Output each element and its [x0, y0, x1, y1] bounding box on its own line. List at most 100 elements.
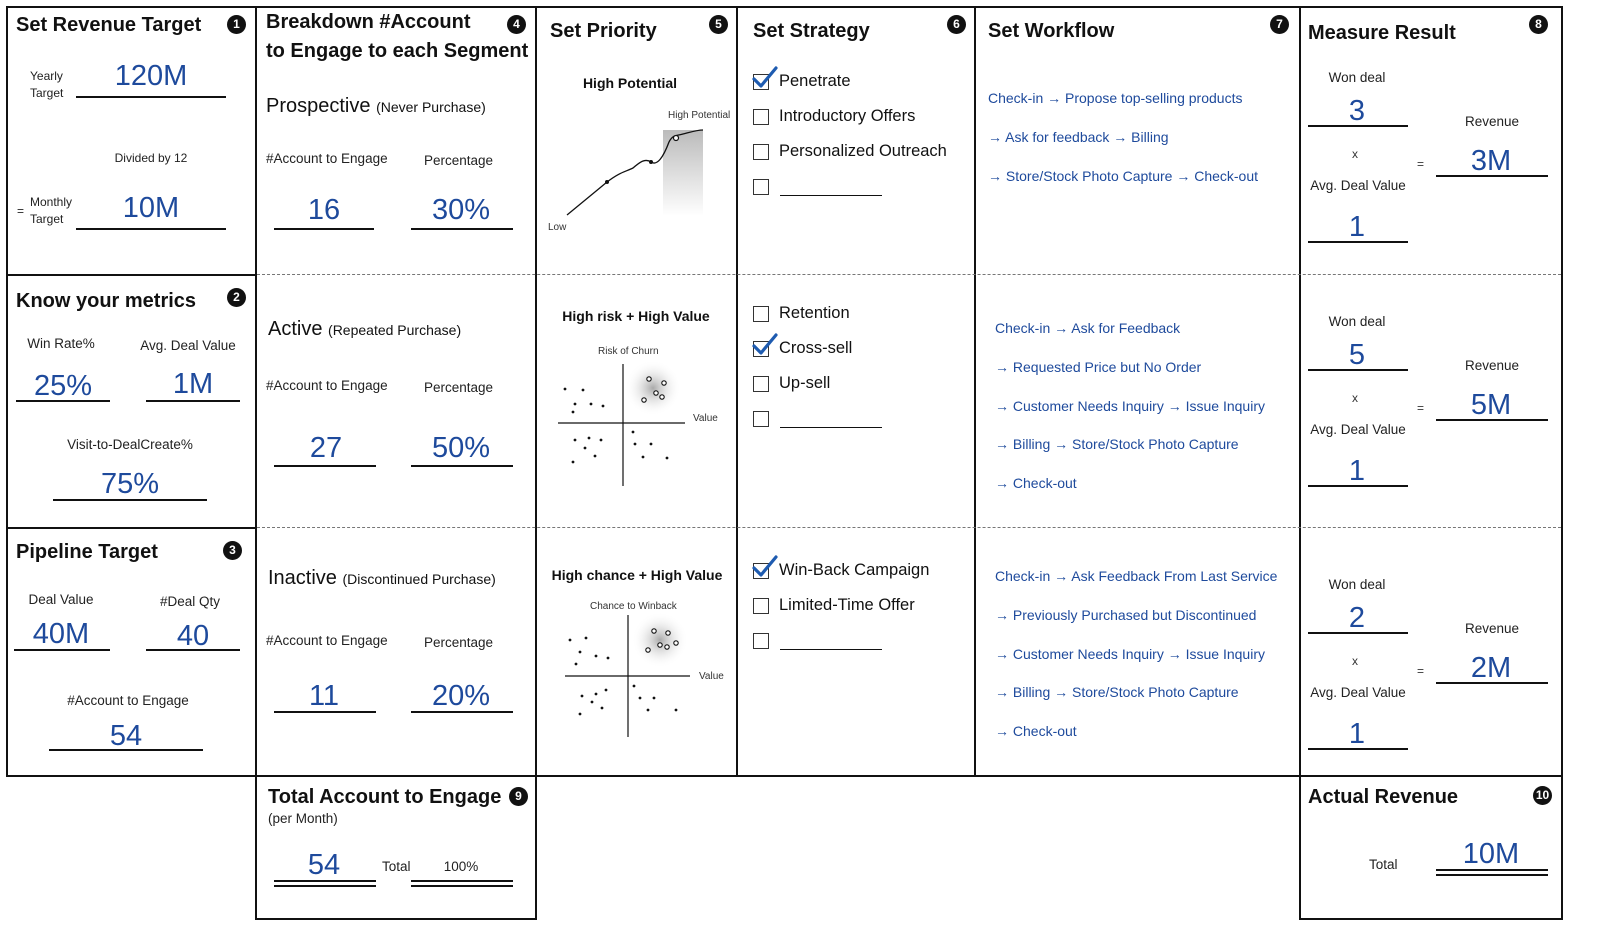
step-number-badge: 10	[1533, 786, 1552, 805]
won-deal-value: 5	[1348, 339, 1366, 371]
value-axis-label: Value	[699, 671, 724, 682]
deal-qty-label: #Deal Qty	[159, 594, 221, 609]
per-month-label: (per Month)	[268, 811, 338, 826]
inactive-accounts-value: 11	[308, 680, 340, 712]
won-deal-underline	[1308, 125, 1408, 127]
revenue-underline	[1436, 175, 1548, 177]
workflow-step: → Billing → Store/Stock Photo Capture	[995, 436, 1239, 453]
strategy-checkbox[interactable]	[753, 563, 769, 579]
strategy-checkbox[interactable]	[753, 376, 769, 392]
workflow-step: → Store/Stock Photo Capture → Check-out	[988, 168, 1259, 184]
high-potential-peak-label: High Potential	[668, 110, 731, 121]
revenue-target-title: Set Revenue Target	[16, 14, 202, 36]
step-number-badge: 1	[227, 15, 246, 34]
strategy-option-label: Up-sell	[779, 374, 831, 392]
checkmark-icon	[752, 555, 778, 577]
won-deal-value: 2	[1348, 602, 1366, 634]
avg-deal-underline	[1308, 485, 1408, 487]
total-account-title: Total Account to Engage	[268, 786, 502, 808]
actual-revenue-value: 10M	[1462, 838, 1520, 870]
times-sign: x	[1352, 147, 1358, 161]
step-number-badge: 7	[1270, 15, 1289, 34]
strategy-checkbox[interactable]	[753, 74, 769, 90]
segment-inactive-name: Inactive (Discontinued Purchase)	[268, 567, 496, 589]
deal-qty-value: 40	[176, 620, 210, 652]
strategy-blank-field[interactable]	[780, 195, 882, 196]
strategy-checkbox[interactable]	[753, 144, 769, 160]
checkmark-icon	[752, 333, 778, 355]
winback-quadrant-chart	[565, 612, 690, 737]
monthly-target-value: 10M	[122, 192, 180, 224]
strategy-blank-field[interactable]	[780, 427, 882, 428]
visit-to-deal-value: 75%	[100, 468, 160, 500]
actual-revenue-title: Actual Revenue	[1308, 786, 1459, 808]
monthly-target-label: Target	[30, 212, 64, 226]
equals-sign: =	[1417, 664, 1425, 678]
prospective-accounts-value: 16	[307, 194, 341, 226]
avg-deal-underline	[1308, 241, 1408, 243]
low-label: Low	[548, 222, 567, 233]
won-deal-label: Won deal	[1328, 577, 1386, 592]
strategy-checkbox[interactable]	[753, 179, 769, 195]
won-deal-label: Won deal	[1328, 314, 1386, 329]
won-deal-underline	[1308, 632, 1408, 634]
breakdown-title-line-2: to Engage to each Segment	[266, 40, 529, 62]
strategy-option-label: Penetrate	[779, 72, 851, 90]
high-chance-chart-title: High chance + High Value	[551, 567, 723, 583]
yearly-label: Yearly	[30, 69, 63, 83]
strategy-option-label: Limited-Time Offer	[779, 596, 915, 614]
strategy-checkbox[interactable]	[753, 341, 769, 357]
step-number-badge: 5	[709, 15, 728, 34]
won-deal-label: Won deal	[1328, 70, 1386, 85]
strategy-checkbox[interactable]	[753, 306, 769, 322]
equals-sign: =	[17, 204, 25, 218]
workflow-step: → Check-out	[995, 475, 1077, 492]
workflow-step: Check-in → Ask for Feedback	[995, 320, 1181, 336]
percentage-label: Percentage	[424, 153, 494, 168]
avg-deal-value: 1	[1348, 718, 1366, 750]
account-to-engage-label: #Account to Engage	[266, 378, 388, 393]
times-sign: x	[1352, 654, 1358, 668]
checkmark-icon	[752, 66, 778, 88]
revenue-label: Revenue	[1464, 358, 1520, 373]
high-potential-chart-title: High Potential	[582, 75, 678, 91]
avg-deal-value: 1M	[172, 368, 214, 400]
strategy-checkbox[interactable]	[753, 598, 769, 614]
equals-sign: =	[1417, 157, 1425, 171]
won-deal-value: 3	[1348, 95, 1366, 127]
strategy-checkbox[interactable]	[753, 109, 769, 125]
measure-title: Measure Result	[1308, 22, 1456, 44]
avg-deal-value: 1	[1348, 455, 1366, 487]
yearly-target-label: Target	[30, 86, 64, 100]
risk-quadrant-chart	[558, 360, 685, 486]
prospective-percentage-value: 30%	[431, 194, 491, 226]
strategy-checkbox[interactable]	[753, 411, 769, 427]
active-percentage-value: 50%	[431, 432, 491, 464]
win-rate-value: 25%	[33, 370, 93, 402]
revenue-underline	[1436, 419, 1548, 421]
workflow-step: → Ask for feedback → Billing	[988, 129, 1169, 145]
workflow-title: Set Workflow	[988, 20, 1115, 42]
pipeline-account-label: #Account to Engage	[67, 693, 189, 708]
revenue-label: Revenue	[1464, 114, 1520, 129]
total-label: Total	[382, 859, 411, 874]
win-rate-label: Win Rate%	[27, 336, 95, 351]
deal-value: 40M	[32, 618, 90, 650]
priority-title: Set Priority	[550, 20, 657, 42]
avg-deal-label: Avg. Deal Value	[1310, 685, 1406, 700]
pipeline-title: Pipeline Target	[16, 541, 158, 563]
strategy-option-label: Introductory Offers	[779, 107, 916, 125]
revenue-value: 5M	[1470, 389, 1512, 421]
times-sign: x	[1352, 391, 1358, 405]
strategy-checkbox[interactable]	[753, 633, 769, 649]
avg-deal-underline	[1308, 748, 1408, 750]
total-percent-value: 100%	[443, 859, 479, 874]
metrics-title: Know your metrics	[16, 290, 197, 312]
deal-value-label: Deal Value	[28, 592, 94, 607]
workflow-step: → Previously Purchased but Discontinued	[995, 606, 1257, 623]
strategy-option-label: Retention	[779, 304, 850, 322]
percentage-label: Percentage	[424, 635, 494, 650]
strategy-blank-field[interactable]	[780, 649, 882, 650]
segment-prospective-name: Prospective (Never Purchase)	[266, 95, 486, 117]
strategy-option-label: Cross-sell	[779, 339, 853, 357]
